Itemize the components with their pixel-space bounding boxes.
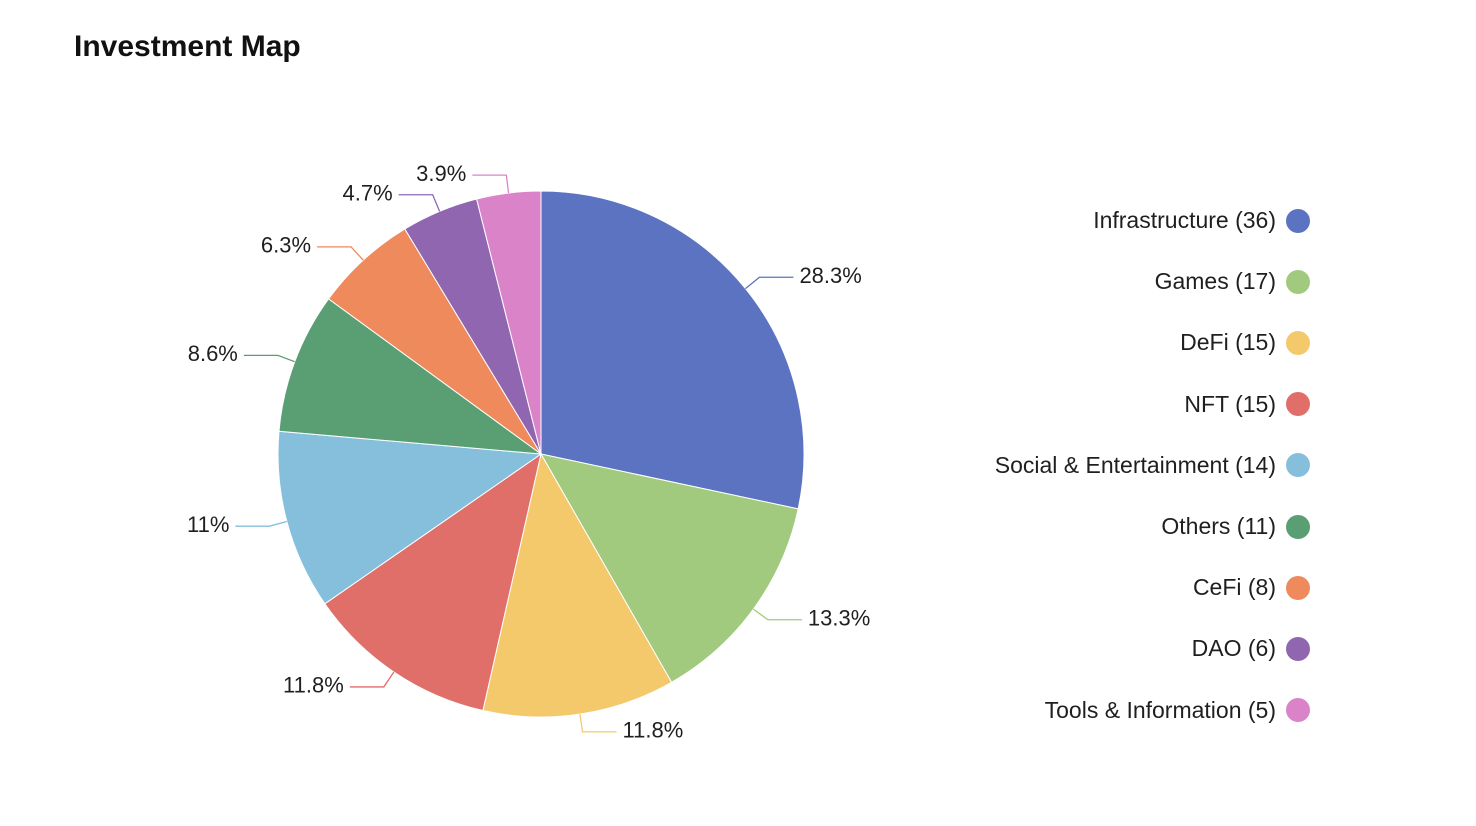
leader-line-defi xyxy=(579,714,617,733)
slice-label-social-and-entertainment: 11% xyxy=(187,512,229,537)
legend-item-infrastructure[interactable]: Infrastructure (36) xyxy=(995,190,1310,251)
legend-label: DAO (6) xyxy=(1191,635,1276,662)
legend-item-nft[interactable]: NFT (15) xyxy=(995,374,1310,435)
legend-label: Others (11) xyxy=(1161,513,1276,540)
legend-item-dao[interactable]: DAO (6) xyxy=(995,618,1310,679)
leader-line-others xyxy=(243,354,295,363)
legend-label: Games (17) xyxy=(1154,268,1276,295)
legend-dot-icon xyxy=(1286,575,1310,600)
slice-label-dao: 4.7% xyxy=(343,181,393,206)
chart-title: Investment Map xyxy=(74,30,301,63)
slice-label-defi: 11.8% xyxy=(623,718,684,743)
pie-slice-defi[interactable] xyxy=(482,452,673,718)
pie-slice-tools-and-information[interactable] xyxy=(475,190,542,455)
legend-label: Social & Entertainment (14) xyxy=(994,451,1276,478)
pie-slice-games[interactable] xyxy=(540,453,799,683)
slice-label-games: 13.3% xyxy=(808,606,870,631)
legend-label: DeFi (15) xyxy=(1180,329,1276,356)
slice-label-tools-and-information: 3.9% xyxy=(416,161,466,186)
legend-label: NFT (15) xyxy=(1184,390,1276,417)
pie-slice-infrastructure[interactable] xyxy=(540,190,805,510)
leader-line-nft xyxy=(349,671,395,688)
leader-line-cefi xyxy=(317,246,364,261)
leader-line-games xyxy=(753,608,802,621)
legend-label: CeFi (8) xyxy=(1192,574,1276,601)
leader-line-social-and-entertainment xyxy=(235,520,287,527)
legend-dot-icon xyxy=(1286,453,1310,478)
legend-dot-icon xyxy=(1286,636,1310,661)
slice-label-infrastructure: 28.3% xyxy=(799,263,861,288)
slice-label-others: 8.6% xyxy=(188,341,238,366)
legend-item-tools-and-information[interactable]: Tools & Information (5) xyxy=(995,680,1310,741)
legend-dot-icon xyxy=(1286,392,1310,417)
leader-line-tools-and-information xyxy=(472,174,510,194)
legend-label: Tools & Information (5) xyxy=(1044,696,1276,723)
legend-item-defi[interactable]: DeFi (15) xyxy=(995,312,1310,373)
pie-slice-others[interactable] xyxy=(278,298,543,455)
legend-dot-icon xyxy=(1286,698,1310,723)
leader-line-dao xyxy=(398,194,441,212)
leader-line-infrastructure xyxy=(745,276,794,290)
legend-item-social-and-entertainment[interactable]: Social & Entertainment (14) xyxy=(995,435,1310,496)
legend-dot-icon xyxy=(1286,330,1310,355)
legend-dot-icon xyxy=(1286,269,1310,294)
legend-dot-icon xyxy=(1286,514,1310,539)
legend-item-cefi[interactable]: CeFi (8) xyxy=(995,557,1310,618)
legend-label: Infrastructure (36) xyxy=(1093,207,1276,234)
legend-item-games[interactable]: Games (17) xyxy=(995,251,1310,312)
slice-label-cefi: 6.3% xyxy=(261,233,311,258)
chart-legend: Infrastructure (36) Games (17) DeFi (15) NF… xyxy=(995,190,1310,741)
legend-dot-icon xyxy=(1286,208,1310,233)
slice-label-nft: 11.8% xyxy=(283,673,344,698)
legend-item-others[interactable]: Others (11) xyxy=(995,496,1310,557)
pie-slice-nft[interactable] xyxy=(324,452,542,712)
